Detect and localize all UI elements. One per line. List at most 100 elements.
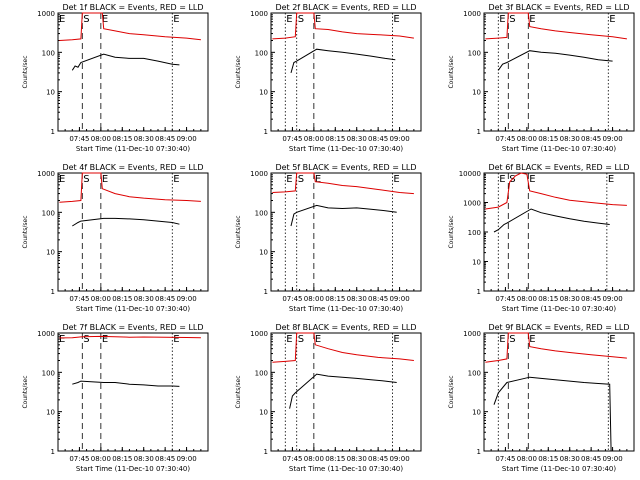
series-events-line — [493, 376, 612, 452]
x-tick-label: 07:45 — [282, 295, 302, 303]
y-tick-label: 10 — [259, 249, 268, 257]
x-tick-label: 08:45 — [581, 455, 601, 463]
x-tick-label: 08:45 — [368, 455, 388, 463]
y-tick-label: 1000 — [250, 10, 268, 18]
y-tick-label: 1000 — [37, 170, 55, 178]
y-tick-label: 1 — [264, 448, 268, 456]
chart-title: Det 8f BLACK = Events, RED = LLD — [275, 323, 416, 332]
x-tick-label: 08:30 — [347, 455, 367, 463]
marker-label: E — [608, 174, 614, 185]
plot-frame — [483, 172, 635, 292]
x-tick-label: 08:00 — [91, 455, 111, 463]
marker-label: E — [315, 14, 321, 25]
y-tick-label: 10 — [46, 409, 55, 417]
y-tick-label: 1 — [264, 288, 268, 296]
x-axis-label: Start Time (11-Dec-10 07:30:40) — [502, 305, 616, 313]
y-tick-label: 1 — [477, 128, 481, 136]
x-tick-label: 08:30 — [134, 135, 154, 143]
marker-label: E — [393, 334, 399, 345]
chart-title: Det 6f BLACK = Events, RED = LLD — [488, 163, 629, 172]
y-axis-label: Counts/sec — [235, 375, 242, 408]
marker-label: E — [173, 14, 179, 25]
marker-label: E — [286, 174, 292, 185]
x-tick-label: 07:45 — [495, 295, 515, 303]
marker-label: S — [83, 14, 89, 25]
series-lld-line — [485, 12, 627, 40]
marker-label: E — [529, 14, 535, 25]
x-tick-label: 08:15 — [538, 135, 558, 143]
y-axis-label: Counts/sec — [448, 55, 455, 88]
chart-panel-8: Det 8f BLACK = Events, RED = LLD 1 10 100 10… — [235, 323, 422, 473]
y-axis-label: Counts/sec — [235, 215, 242, 248]
y-tick-label: 1000 — [37, 10, 55, 18]
x-axis-label: Start Time (11-Dec-10 07:30:40) — [502, 465, 616, 473]
x-axis-label: Start Time (11-Dec-10 07:30:40) — [289, 465, 403, 473]
series-events-line — [71, 53, 180, 71]
series-lld-line — [272, 332, 414, 363]
x-axis-label: Start Time (11-Dec-10 07:30:40) — [289, 145, 403, 153]
chart-panel-6: Det 6f BLACK = Events, RED = LLD 1 10 100 10… — [448, 163, 635, 313]
chart-title: Det 3f BLACK = Events, RED = LLD — [488, 3, 629, 12]
plot-frame — [270, 172, 422, 292]
marker-label: E — [102, 174, 108, 185]
series-lld-line — [59, 12, 201, 41]
y-tick-label: 1000 — [463, 10, 481, 18]
x-tick-label: 07:45 — [495, 135, 515, 143]
x-tick-label: 08:00 — [304, 455, 324, 463]
x-axis-label: Start Time (11-Dec-10 07:30:40) — [76, 465, 190, 473]
x-tick-label: 08:00 — [517, 455, 537, 463]
marker-label: S — [509, 14, 515, 25]
x-tick-label: 09:00 — [602, 135, 622, 143]
y-tick-label: 1 — [51, 448, 55, 456]
y-tick-label: 10 — [472, 409, 481, 417]
x-tick-label: 08:30 — [134, 295, 154, 303]
chart-panel-4: Det 4f BLACK = Events, RED = LLD 1 10 100 10… — [22, 163, 209, 313]
x-tick-label: 08:45 — [368, 135, 388, 143]
chart-title: Det 4f BLACK = Events, RED = LLD — [62, 163, 203, 172]
y-tick-label: 10 — [472, 89, 481, 97]
marker-label: E — [529, 334, 535, 345]
marker-label: S — [509, 334, 515, 345]
x-axis-label: Start Time (11-Dec-10 07:30:40) — [502, 145, 616, 153]
x-tick-label: 08:45 — [155, 455, 175, 463]
x-tick-label: 09:00 — [176, 295, 196, 303]
x-axis-label: Start Time (11-Dec-10 07:30:40) — [76, 305, 190, 313]
y-tick-label: 100 — [468, 49, 481, 57]
marker-label: E — [173, 174, 179, 185]
x-tick-label: 09:00 — [602, 455, 622, 463]
x-tick-label: 07:45 — [282, 455, 302, 463]
marker-label: S — [83, 174, 89, 185]
y-tick-label: 10 — [472, 259, 481, 267]
plot-frame — [57, 12, 209, 132]
marker-label: E — [59, 174, 65, 185]
marker-label: E — [315, 174, 321, 185]
x-tick-label: 08:30 — [134, 455, 154, 463]
plot-frame — [57, 172, 209, 292]
x-axis-label: Start Time (11-Dec-10 07:30:40) — [76, 145, 190, 153]
chart-panel-5: Det 5f BLACK = Events, RED = LLD 1 10 100 10… — [235, 163, 422, 313]
x-tick-label: 08:45 — [581, 135, 601, 143]
x-tick-label: 09:00 — [389, 135, 409, 143]
plot-frame — [483, 332, 635, 452]
x-tick-label: 07:45 — [282, 135, 302, 143]
plot-frame — [57, 332, 209, 452]
y-tick-label: 100 — [255, 49, 268, 57]
x-tick-label: 08:30 — [560, 455, 580, 463]
y-tick-label: 1000 — [37, 330, 55, 338]
marker-label: S — [298, 174, 304, 185]
x-tick-label: 08:00 — [91, 135, 111, 143]
chart-title: Det 7f BLACK = Events, RED = LLD — [62, 323, 203, 332]
x-tick-label: 08:45 — [581, 295, 601, 303]
y-tick-label: 1000 — [463, 200, 481, 208]
x-tick-label: 08:30 — [347, 135, 367, 143]
chart-title: Det 5f BLACK = Events, RED = LLD — [275, 163, 416, 172]
x-tick-label: 08:00 — [517, 135, 537, 143]
chart-title: Det 1f BLACK = Events, RED = LLD — [62, 3, 203, 12]
y-tick-label: 10000 — [459, 170, 481, 178]
y-tick-label: 1 — [51, 128, 55, 136]
marker-label: S — [298, 14, 304, 25]
marker-label: E — [102, 334, 108, 345]
series-events-line — [497, 50, 613, 71]
y-axis-label: Counts/sec — [448, 215, 455, 248]
